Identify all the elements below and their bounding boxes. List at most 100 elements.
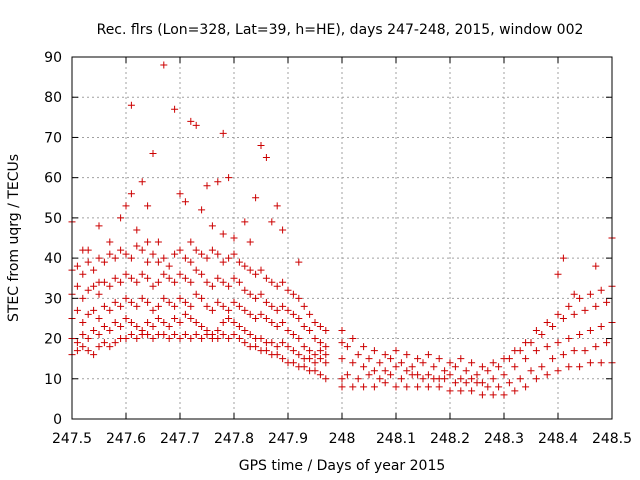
data-point (84, 286, 92, 294)
data-point (295, 258, 303, 266)
data-point (95, 278, 103, 286)
data-point (138, 294, 146, 302)
data-point (138, 327, 146, 335)
data-point (554, 367, 562, 375)
data-point (268, 218, 276, 226)
data-point (478, 391, 486, 399)
data-point (127, 298, 135, 306)
data-point (252, 314, 260, 322)
data-point (106, 306, 114, 314)
data-point (316, 355, 324, 363)
data-point (95, 314, 103, 322)
data-point (133, 322, 141, 330)
data-point (300, 322, 308, 330)
data-point (138, 178, 146, 186)
data-point (316, 322, 324, 330)
x-tick-label: 248.4 (538, 431, 578, 447)
x-tick-label: 247.8 (214, 431, 254, 447)
data-point (176, 294, 184, 302)
data-point (457, 375, 465, 383)
data-point (176, 335, 184, 343)
y-tick-label: 60 (44, 171, 62, 187)
data-point (408, 363, 416, 371)
data-point (165, 262, 173, 270)
data-point (316, 347, 324, 355)
y-tick-label: 40 (44, 251, 62, 267)
data-point (484, 367, 492, 375)
data-point (273, 351, 281, 359)
data-point (360, 343, 368, 351)
data-point (576, 294, 584, 302)
chart-title: Rec. flrs (Lon=328, Lat=39, h=HE), days … (97, 22, 584, 38)
y-tick-label: 10 (44, 372, 62, 388)
data-point (160, 294, 168, 302)
data-point (268, 318, 276, 326)
data-point (187, 258, 195, 266)
data-point (149, 306, 157, 314)
data-point (343, 371, 351, 379)
data-point (505, 379, 513, 387)
data-point (208, 222, 216, 230)
data-point (241, 327, 249, 335)
data-point (289, 347, 297, 355)
data-point (122, 314, 130, 322)
data-point (295, 335, 303, 343)
data-point (322, 343, 330, 351)
data-point (370, 383, 378, 391)
data-point (144, 274, 152, 282)
data-point (586, 327, 594, 335)
data-point (171, 250, 179, 258)
data-point (554, 310, 562, 318)
data-point (79, 343, 87, 351)
data-point (295, 294, 303, 302)
data-point (133, 335, 141, 343)
data-point (392, 363, 400, 371)
data-point (532, 375, 540, 383)
data-point (154, 238, 162, 246)
data-point (435, 383, 443, 391)
data-point (95, 290, 103, 298)
data-point (246, 266, 254, 274)
data-point (138, 246, 146, 254)
data-point (214, 335, 222, 343)
data-point (262, 347, 270, 355)
data-point (538, 331, 546, 339)
data-point (262, 154, 270, 162)
data-point (160, 254, 168, 262)
data-point (300, 363, 308, 371)
data-point (225, 306, 233, 314)
data-point (597, 359, 605, 367)
data-point (424, 351, 432, 359)
data-point (235, 258, 243, 266)
data-point (176, 318, 184, 326)
data-point (376, 375, 384, 383)
data-point (160, 61, 168, 69)
data-point (219, 302, 227, 310)
data-point (322, 359, 330, 367)
data-point (111, 298, 119, 306)
data-point (457, 387, 465, 395)
data-point (219, 230, 227, 238)
data-point (478, 379, 486, 387)
x-tick-label: 248 (329, 431, 356, 447)
data-point (338, 355, 346, 363)
data-point (127, 254, 135, 262)
data-point (381, 379, 389, 387)
data-point (73, 339, 81, 347)
data-point (225, 174, 233, 182)
data-point (90, 266, 98, 274)
data-point (117, 322, 125, 330)
data-point (403, 351, 411, 359)
data-point (203, 182, 211, 190)
data-point (279, 302, 287, 310)
data-point (84, 310, 92, 318)
data-point (127, 274, 135, 282)
data-point (538, 363, 546, 371)
data-point (230, 318, 238, 326)
data-point (257, 335, 265, 343)
data-point (559, 314, 567, 322)
data-point (160, 270, 168, 278)
data-point (338, 339, 346, 347)
data-point (289, 290, 297, 298)
data-point (462, 379, 470, 387)
